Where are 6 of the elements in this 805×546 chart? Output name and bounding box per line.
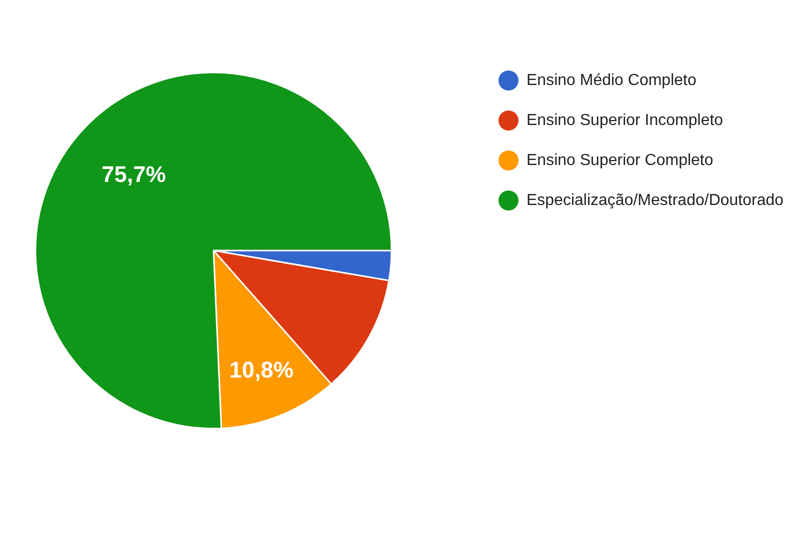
data-label: 75,7%: [102, 161, 166, 188]
legend-label: Ensino Superior Completo: [526, 152, 714, 169]
legend-label: Ensino Superior Incompleto: [526, 112, 724, 129]
legend-label: Especialização/Mestrado/Doutorado: [526, 192, 784, 209]
data-label: 10,8%: [229, 356, 294, 382]
legend-label: Ensino Médio Completo: [526, 72, 696, 89]
